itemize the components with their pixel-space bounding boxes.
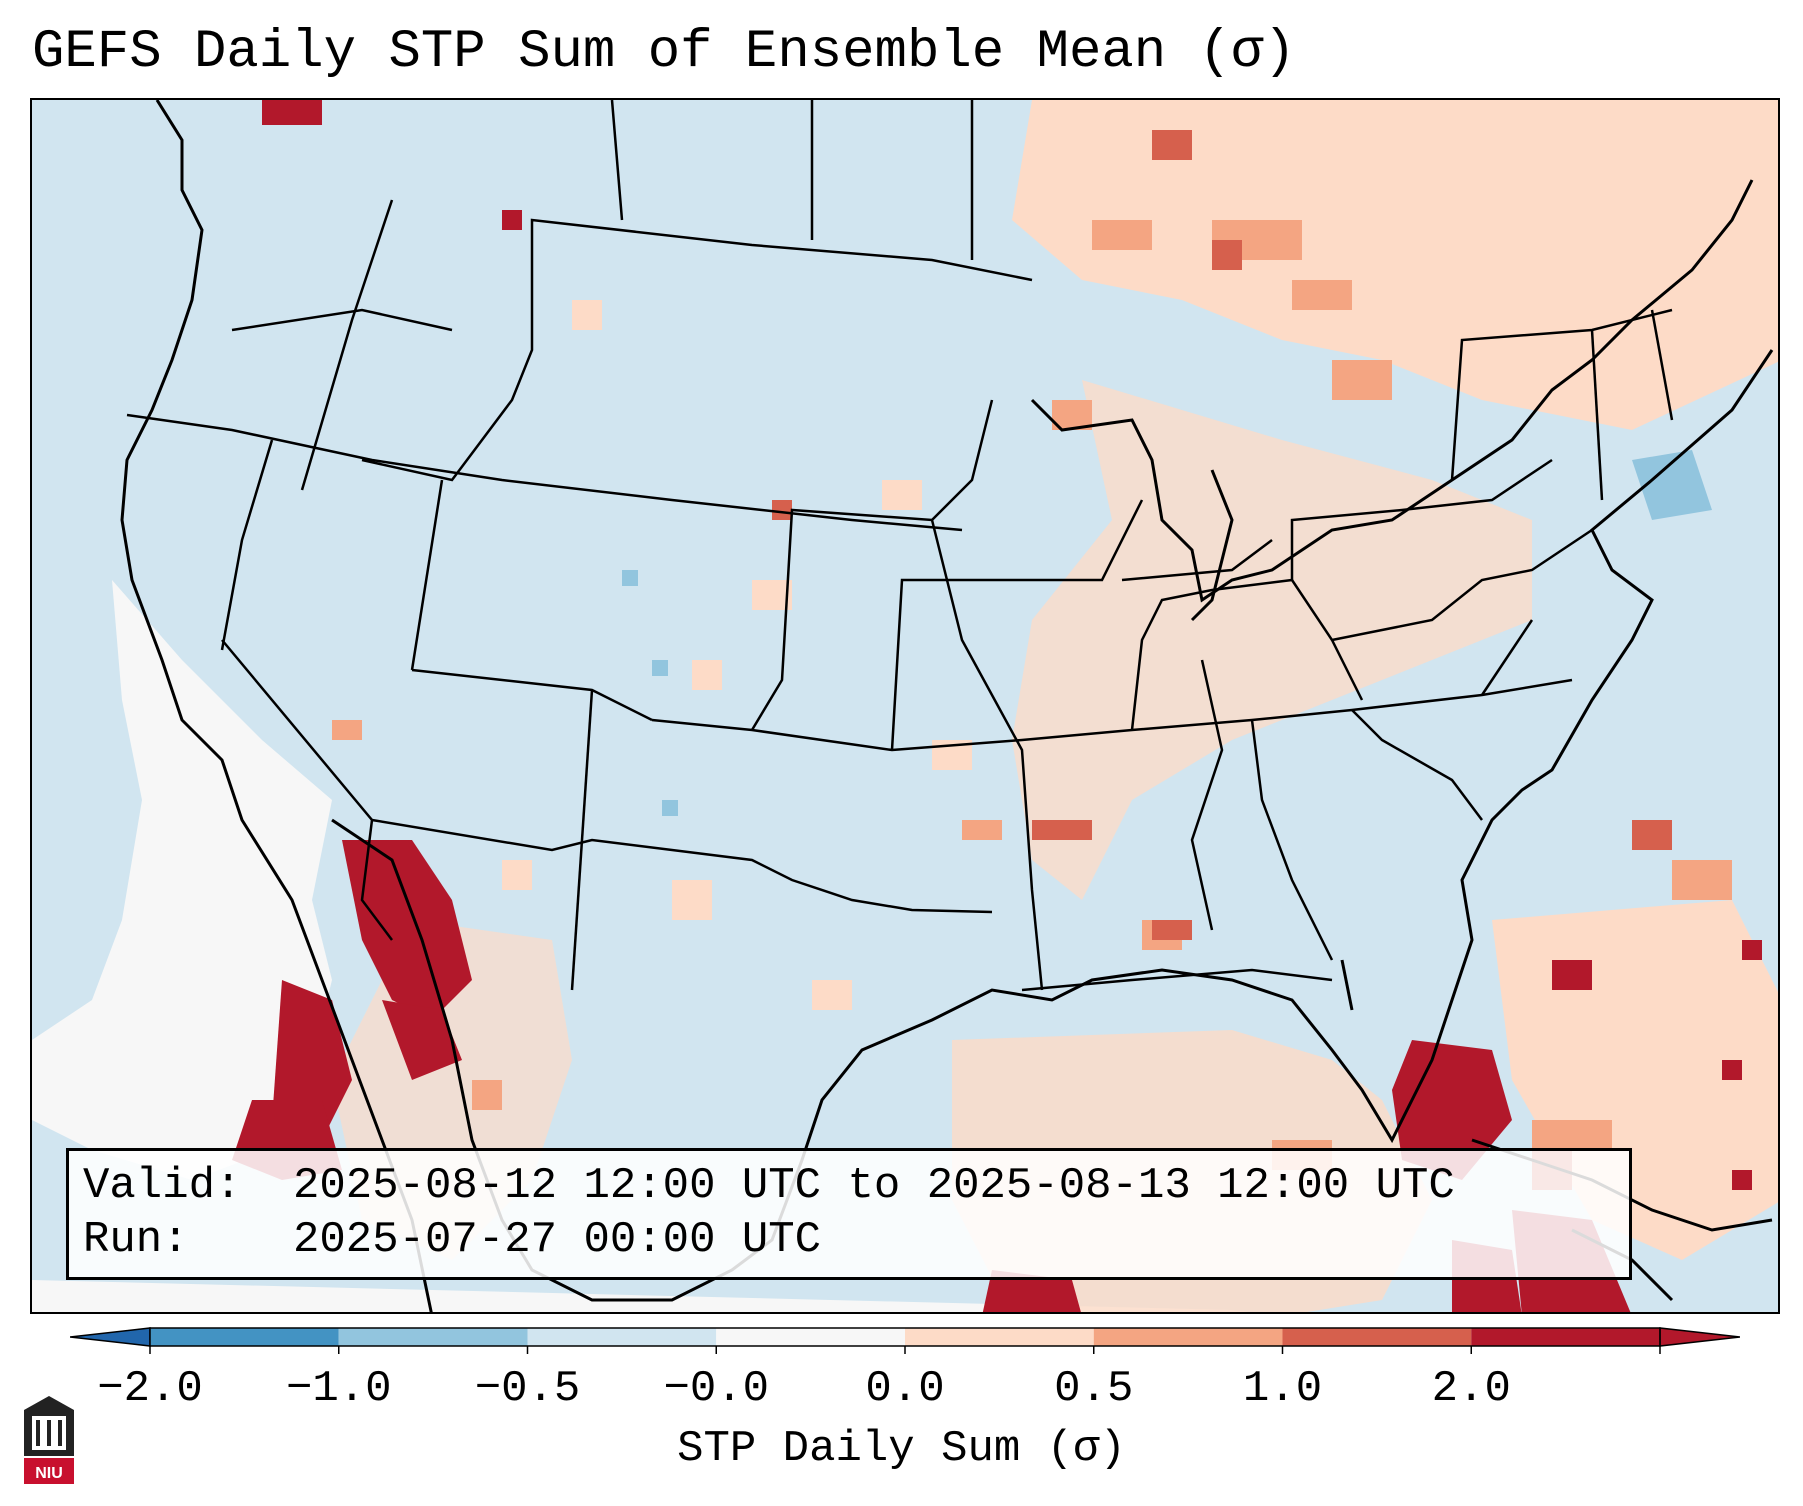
colorbar-extend-high (1659, 1327, 1741, 1347)
colorbar-tick-label: 1.0 (1242, 1364, 1323, 1414)
moderate-anomaly-cells (332, 220, 1732, 1170)
colorbar-tick-label: 0.0 (865, 1364, 945, 1414)
state-borders (126, 100, 1674, 992)
negative-anomaly-cells (622, 450, 1712, 816)
colorbar-tick-label: 2.0 (1431, 1364, 1511, 1414)
niu-logo-icon: NIU (24, 1396, 74, 1484)
colorbar-tick-label: −2.0 (97, 1364, 203, 1414)
valid-label: Valid: (83, 1161, 242, 1211)
colorbar-segment (1093, 1328, 1283, 1346)
niu-logo: NIU (20, 1390, 78, 1486)
validity-info-box: Valid: 2025-08-12 12:00 UTC to 2025-08-1… (66, 1148, 1632, 1280)
valid-line: Valid: 2025-08-12 12:00 UTC to 2025-08-1… (83, 1159, 1615, 1213)
logo-text: NIU (35, 1465, 63, 1482)
colorbar-segment (716, 1328, 905, 1346)
colorbar-segment (905, 1328, 1094, 1346)
map-title: GEFS Daily STP Sum of Ensemble Mean (σ) (32, 22, 1296, 83)
map-canvas (32, 100, 1778, 1312)
colorbar-segment (150, 1328, 339, 1346)
colorbar-extend-low (69, 1327, 151, 1347)
neutral-region-pacific (32, 580, 332, 1180)
colorbar (69, 1318, 1741, 1368)
colorbar-segment (1282, 1328, 1472, 1346)
run-value: 2025-07-27 00:00 UTC (293, 1215, 822, 1265)
colorbar-tick-label: −0.0 (663, 1364, 770, 1414)
colorbar-segment (527, 1328, 717, 1346)
colorbar-segment (1471, 1328, 1660, 1346)
colorbar-tick-label: −1.0 (285, 1364, 392, 1414)
colorbar-svg (69, 1327, 1741, 1354)
colorbar-tick-label: −0.5 (474, 1364, 581, 1414)
colorbar-segment (338, 1328, 528, 1346)
valid-value: 2025-08-12 12:00 UTC to 2025-08-13 12:00… (293, 1161, 1455, 1211)
map-panel (30, 98, 1780, 1314)
run-line: Run: 2025-07-27 00:00 UTC (83, 1213, 1615, 1267)
colorbar-label: STP Daily Sum (σ) (677, 1424, 1126, 1474)
colorbar-tick-label: 0.5 (1054, 1364, 1134, 1414)
run-label: Run: (83, 1215, 189, 1265)
